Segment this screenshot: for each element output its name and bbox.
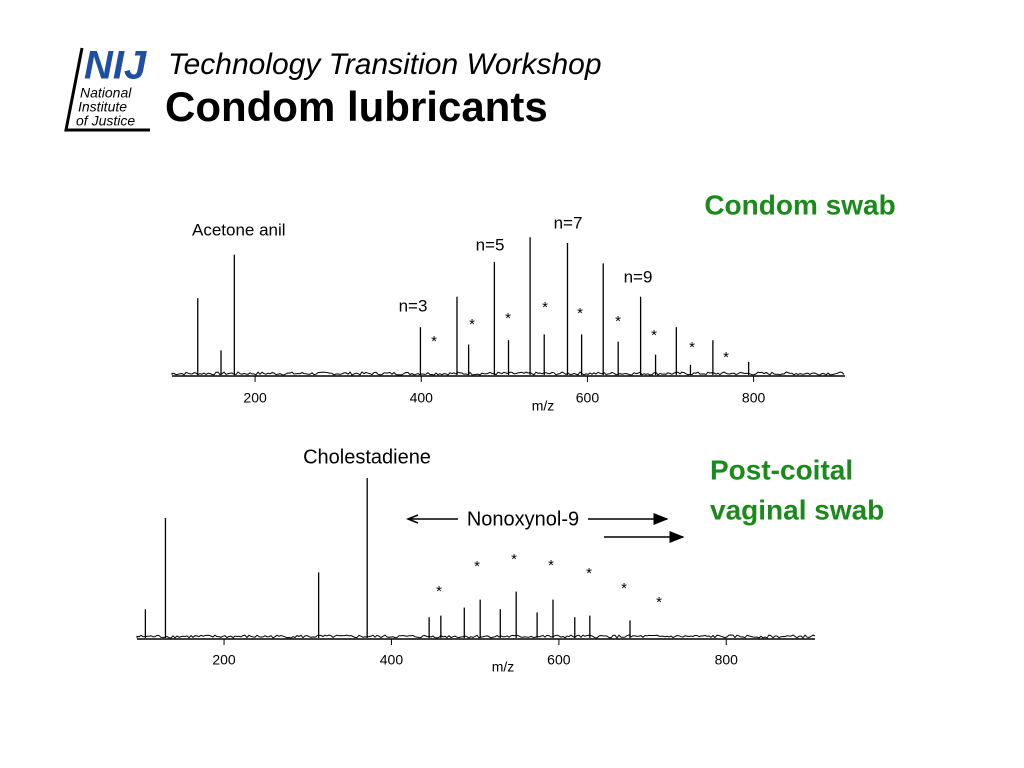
sample-label: vaginal swab: [710, 494, 884, 525]
logo-bracket: [64, 47, 150, 132]
x-tick-label: 800: [715, 652, 739, 668]
sample-label: Post-coital: [710, 454, 853, 485]
annotation: Cholestadiene: [303, 446, 431, 468]
x-axis-label: m/z: [532, 398, 555, 414]
baseline-noise: [136, 634, 816, 639]
peak-mark: *: [511, 551, 517, 568]
logo-line: of Justice: [76, 113, 135, 129]
x-tick-label: 400: [410, 390, 434, 406]
peak-mark: *: [615, 313, 621, 330]
x-tick-label: 200: [243, 390, 267, 406]
peak-mark: *: [723, 349, 729, 366]
annotation: n=9: [624, 267, 653, 286]
sample-label: Condom swab: [704, 189, 895, 220]
logo-line: Institute: [78, 99, 127, 115]
x-tick-label: 600: [576, 390, 600, 406]
logo: NIJ: [84, 44, 147, 88]
peak-mark: *: [656, 594, 662, 611]
title: Condom lubricants: [165, 83, 548, 130]
peak-mark: *: [548, 557, 554, 574]
peak-mark: *: [586, 565, 592, 582]
x-axis-label: m/z: [492, 659, 515, 675]
subtitle: Technology Transition Workshop: [168, 48, 602, 81]
annotation: n=7: [554, 213, 583, 232]
logo-line: National: [80, 85, 132, 101]
peak-mark: *: [621, 580, 627, 597]
annotation: n=3: [399, 296, 428, 315]
x-tick-label: 200: [212, 652, 236, 668]
x-tick-label: 800: [742, 390, 766, 406]
peak-mark: *: [469, 316, 475, 333]
x-tick-label: 400: [380, 652, 404, 668]
annotation: Acetone anil: [192, 220, 286, 239]
x-tick-label: 600: [547, 652, 571, 668]
peak-mark: *: [505, 310, 511, 327]
peak-mark: *: [577, 305, 583, 322]
annotation: n=5: [476, 235, 505, 254]
annotation: Nonoxynol-9: [467, 508, 579, 530]
peak-mark: *: [436, 583, 442, 600]
peak-mark: *: [474, 558, 480, 575]
peak-mark: *: [689, 339, 695, 356]
baseline-noise: [171, 371, 845, 376]
peak-mark: *: [542, 299, 548, 316]
arrow: [405, 514, 458, 524]
peak-mark: *: [651, 327, 657, 344]
peak-mark: *: [431, 333, 437, 350]
